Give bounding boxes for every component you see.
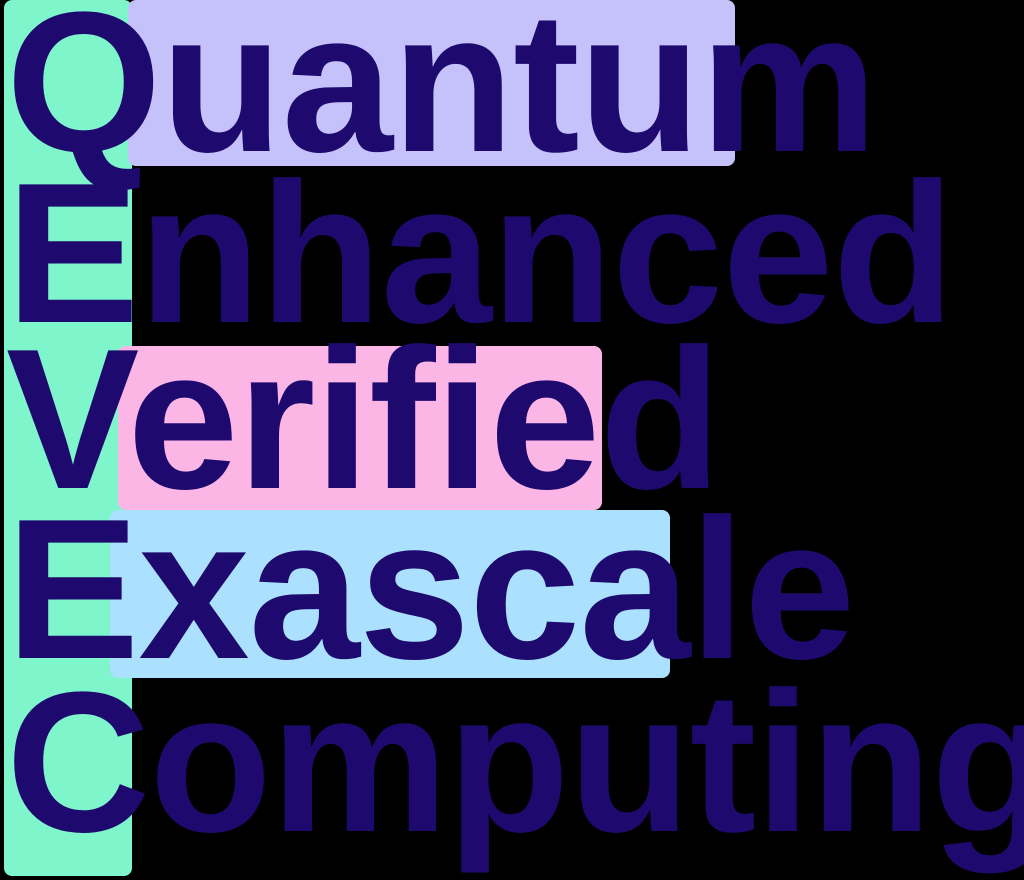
word-quantum: Quantum [6, 0, 878, 183]
quantum-highlight [128, 0, 735, 166]
word-initial: Q [6, 0, 162, 194]
word-rest: uantum [160, 0, 878, 194]
acronym-column-highlight [4, 0, 132, 876]
word-initial: E [6, 142, 139, 365]
word-rest: erified [127, 308, 721, 531]
word-initial: V [6, 308, 128, 531]
word-rest: xascale [138, 478, 855, 701]
exascale-highlight [110, 510, 670, 678]
word-rest: omputing [149, 651, 1024, 874]
verified-highlight [118, 346, 602, 510]
word-initial: C [6, 651, 150, 874]
word-initial: E [6, 478, 139, 701]
word-rest: nhanced [138, 142, 954, 365]
word-enhanced: Enhanced [6, 154, 955, 354]
word-exascale: Exascale [6, 490, 855, 690]
word-verified: Verified [6, 320, 722, 520]
word-computing: Computing [6, 663, 1024, 863]
